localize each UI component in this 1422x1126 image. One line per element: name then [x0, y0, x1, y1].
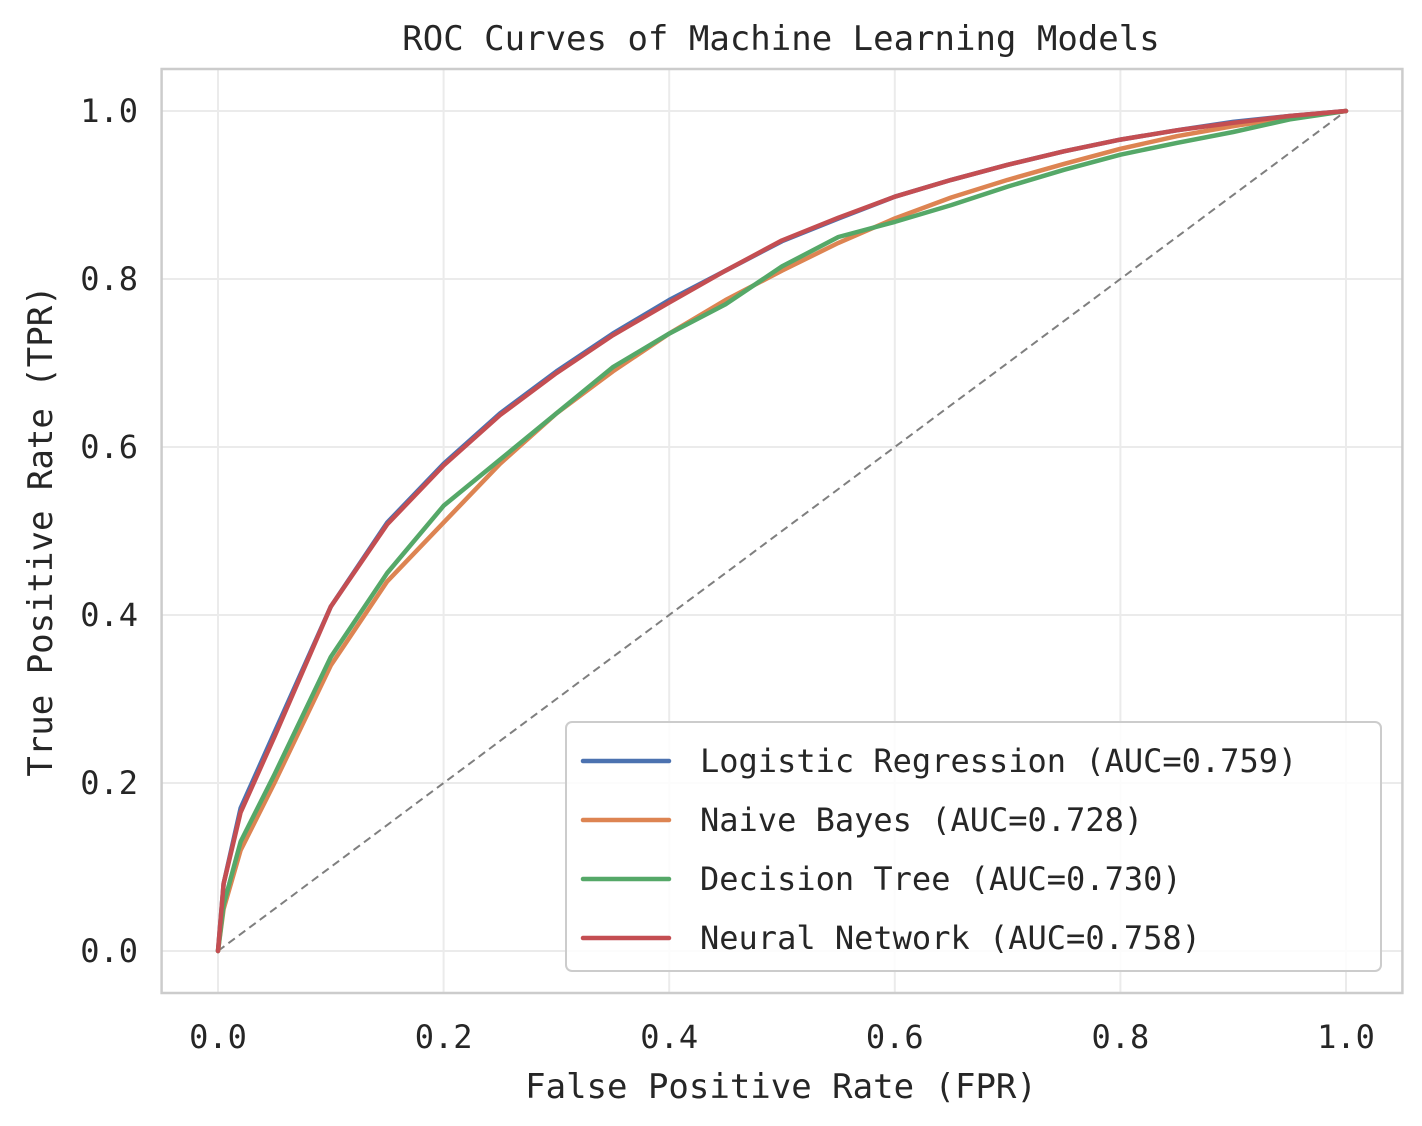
plot-frame — [160, 67, 1404, 995]
y-tick-label: 0.6 — [80, 428, 138, 466]
x-tick-label: 0.4 — [640, 1018, 698, 1056]
curve-neural-network — [215, 108, 1349, 954]
y-tick-label: 0.2 — [80, 764, 138, 802]
legend: Logistic Regression (AUC=0.759) Naive Bay… — [565, 721, 1382, 972]
x-tick-labels: 0.0 0.2 0.4 0.6 0.8 1.0 — [189, 1018, 1375, 1056]
y-tick-label: 1.0 — [80, 92, 138, 130]
x-axis-label: False Positive Rate (FPR) — [525, 1067, 1037, 1107]
legend-box — [565, 721, 1382, 972]
y-tick-label: 0.8 — [80, 260, 138, 298]
x-tick-label: 0.6 — [866, 1018, 924, 1056]
legend-label-naive-bayes: Naive Bayes (AUC=0.728) — [700, 801, 1143, 839]
curve-naive-bayes — [215, 108, 1349, 954]
y-tick-labels: 0.0 0.2 0.4 0.6 0.8 1.0 — [80, 92, 138, 970]
x-tick-label: 0.2 — [415, 1018, 473, 1056]
chance-diagonal-line — [217, 110, 1347, 952]
legend-label-logistic-regression: Logistic Regression (AUC=0.759) — [700, 742, 1297, 780]
y-tick-label: 0.4 — [80, 596, 138, 634]
x-tick-label: 0.8 — [1092, 1018, 1150, 1056]
y-tick-label: 0.0 — [80, 932, 138, 970]
roc-curves — [215, 108, 1349, 954]
legend-label-decision-tree: Decision Tree (AUC=0.730) — [700, 860, 1182, 898]
legend-label-neural-network: Neural Network (AUC=0.758) — [700, 919, 1201, 957]
grid — [161, 69, 1403, 993]
x-tick-label: 0.0 — [189, 1018, 247, 1056]
curve-decision-tree — [215, 108, 1349, 954]
x-tick-label: 1.0 — [1317, 1018, 1375, 1056]
y-axis-label: True Positive Rate (TPR) — [21, 285, 61, 776]
chart-title: ROC Curves of Machine Learning Models — [402, 19, 1159, 59]
